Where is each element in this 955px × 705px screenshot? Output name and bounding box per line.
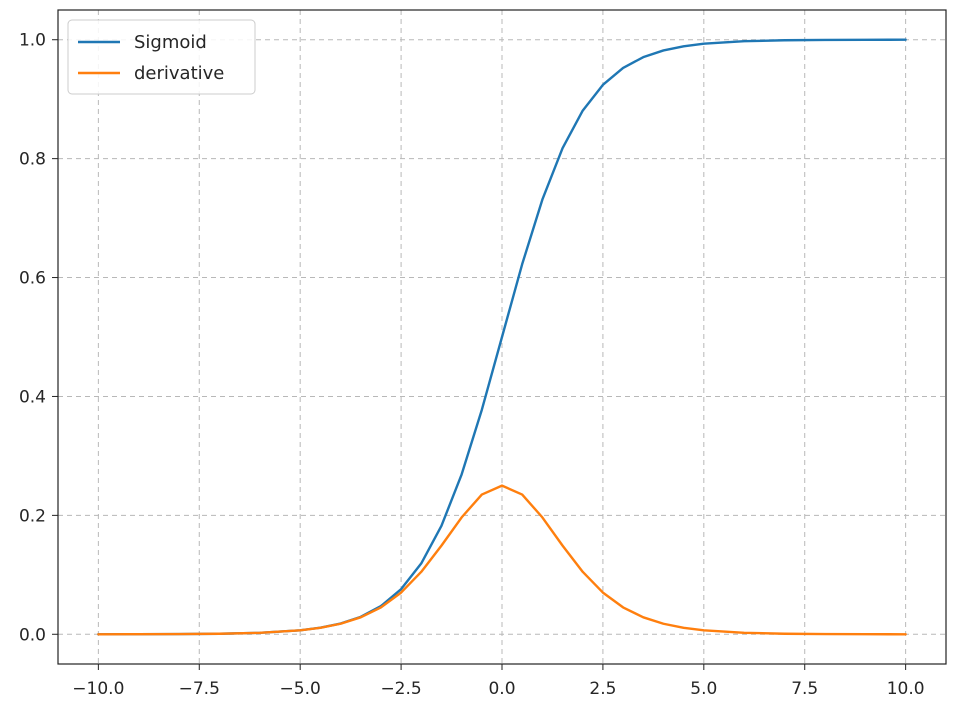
legend-box [67,19,256,95]
x-tick-label: 7.5 [791,679,818,699]
legend-label-sigmoid: Sigmoid [134,32,207,53]
series-line-derivative [97,484,907,636]
x-tick-label: 5.0 [690,679,717,699]
x-tick-label: −10.0 [72,679,124,699]
y-tick-label: 0.0 [19,625,46,645]
y-tick-label: 0.6 [19,269,46,289]
x-tick-label: −7.5 [179,679,220,699]
legend-label-derivative: derivative [134,63,224,84]
y-tick-label: 0.8 [19,150,46,170]
series-lines [97,38,907,636]
x-tick-label: −5.0 [280,679,321,699]
y-tick-label: 1.0 [19,31,46,51]
y-tick-label: 0.4 [19,387,46,407]
x-tick-label: −2.5 [380,679,421,699]
x-tick-label: 10.0 [887,679,925,699]
y-tick-label: 0.2 [19,506,46,526]
x-tick-label: 2.5 [589,679,616,699]
axis-ticks: −10.0 −7.5 −5.0 −2.5 0.0 2.5 5.0 7.5 10.0 0.0 0.2 0… [19,31,925,699]
legend: Sigmoid derivative [67,19,256,95]
x-tick-label: 0.0 [488,679,515,699]
